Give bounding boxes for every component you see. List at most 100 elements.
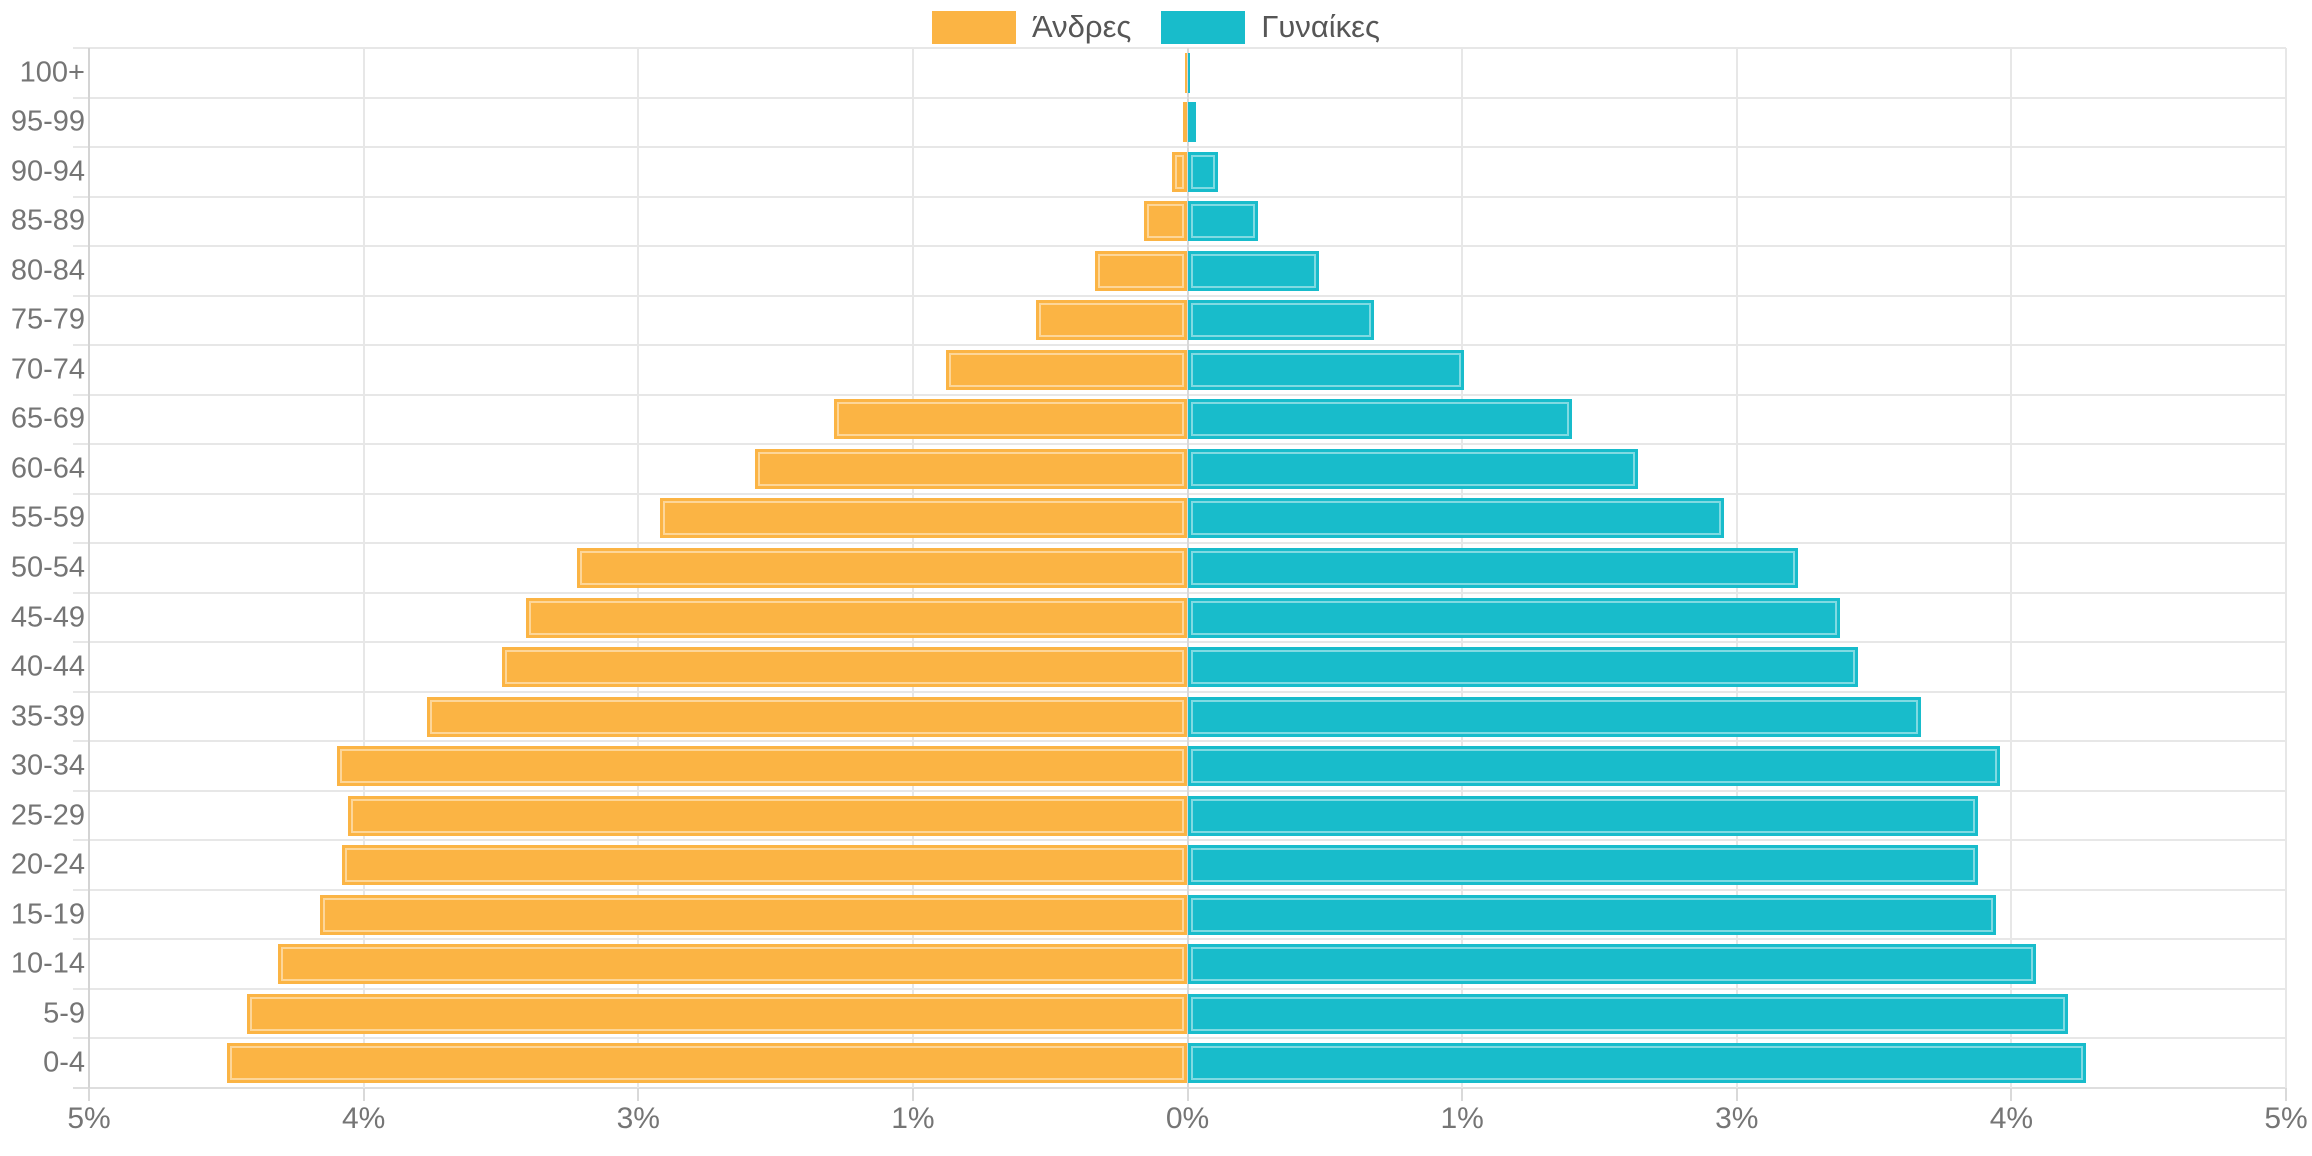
age-group-label: 25-29 — [10, 799, 85, 832]
women-bar-65-69[interactable] — [1187, 399, 1572, 440]
age-group-label: 5-9 — [43, 997, 85, 1030]
women-bar-0-4[interactable] — [1187, 1043, 2087, 1084]
women-bar-90-94[interactable] — [1187, 151, 1219, 192]
women-bar-15-19[interactable] — [1187, 894, 1996, 935]
bar-inner-highlight — [1190, 699, 1919, 734]
bar-inner-highlight — [757, 451, 1185, 486]
age-group-label: 75-79 — [10, 303, 85, 336]
bar-inner-highlight — [1146, 204, 1185, 239]
bar-inner-highlight — [1190, 402, 1569, 437]
horizontal-gridline — [73, 938, 2286, 941]
bar-inner-highlight — [948, 352, 1185, 387]
men-bar-100+[interactable] — [1185, 52, 1188, 93]
age-group-label: 55-59 — [10, 501, 85, 534]
men-bar-50-54[interactable] — [576, 548, 1188, 588]
x-tick-label: 4% — [341, 1102, 386, 1135]
bar-inner-highlight — [1190, 303, 1372, 338]
legend-item-women[interactable]: Γυναίκες — [1161, 9, 1380, 45]
horizontal-gridline — [73, 591, 2286, 594]
bar-inner-highlight — [1190, 650, 1855, 685]
vertical-gridline — [88, 48, 90, 1088]
men-bar-20-24[interactable] — [341, 845, 1188, 886]
men-bar-0-4[interactable] — [227, 1043, 1188, 1084]
age-group-label: 95-99 — [10, 105, 85, 138]
men-bar-65-69[interactable] — [833, 399, 1188, 440]
x-tick-label: 3% — [1715, 1102, 1759, 1135]
vertical-gridline — [2010, 48, 2013, 1088]
x-axis-tick — [362, 1088, 365, 1101]
men-bar-40-44[interactable] — [502, 647, 1188, 688]
horizontal-gridline — [73, 690, 2286, 693]
x-axis-tick — [1461, 1088, 1464, 1101]
x-tick-label: 1% — [891, 1102, 935, 1135]
horizontal-gridline — [73, 987, 2286, 990]
women-bar-60-64[interactable] — [1187, 448, 1638, 489]
women-bar-20-24[interactable] — [1187, 845, 1979, 886]
bar-inner-highlight — [579, 551, 1185, 585]
women-bar-35-39[interactable] — [1187, 696, 1922, 737]
bar-inner-highlight — [1190, 897, 1993, 932]
men-bar-90-94[interactable] — [1172, 151, 1188, 192]
women-bar-45-49[interactable] — [1187, 597, 1840, 638]
bar-inner-highlight — [340, 749, 1185, 784]
horizontal-gridline — [73, 294, 2286, 297]
women-bar-85-89[interactable] — [1187, 201, 1258, 242]
legend-item-men[interactable]: Άνδρες — [932, 9, 1131, 45]
bar-inner-highlight — [1190, 352, 1462, 387]
women-bar-30-34[interactable] — [1187, 746, 2001, 787]
bar-inner-highlight — [230, 1046, 1185, 1081]
men-bar-70-74[interactable] — [945, 349, 1188, 390]
women-bar-100+[interactable] — [1187, 52, 1190, 93]
men-bar-30-34[interactable] — [337, 746, 1188, 787]
men-bar-80-84[interactable] — [1095, 250, 1188, 291]
x-axis-tick — [2285, 1088, 2287, 1101]
women-bar-25-29[interactable] — [1187, 795, 1979, 836]
age-group-label: 70-74 — [10, 353, 85, 386]
women-bar-80-84[interactable] — [1187, 250, 1320, 291]
horizontal-gridline — [73, 839, 2286, 842]
bar-inner-highlight — [836, 402, 1185, 437]
bar-inner-highlight — [322, 897, 1185, 932]
women-bar-95-99[interactable] — [1187, 102, 1197, 143]
women-bar-5-9[interactable] — [1187, 993, 2069, 1034]
women-bar-10-14[interactable] — [1187, 944, 2036, 985]
age-group-label: 80-84 — [10, 254, 85, 287]
horizontal-gridline — [73, 47, 2286, 49]
bar-inner-highlight — [1190, 798, 1976, 833]
women-bar-50-54[interactable] — [1187, 548, 1799, 588]
men-bar-10-14[interactable] — [277, 944, 1188, 985]
men-bar-60-64[interactable] — [754, 448, 1188, 489]
age-group-label: 85-89 — [10, 204, 85, 237]
men-bar-35-39[interactable] — [427, 696, 1188, 737]
women-color-swatch-icon — [1161, 10, 1246, 44]
age-group-label: 45-49 — [10, 601, 85, 634]
men-bar-45-49[interactable] — [526, 597, 1188, 638]
women-bar-55-59[interactable] — [1187, 498, 1724, 539]
horizontal-gridline — [73, 1037, 2286, 1040]
women-bar-40-44[interactable] — [1187, 647, 1858, 688]
bar-inner-highlight — [505, 650, 1185, 685]
x-tick-label: 5% — [2264, 1102, 2308, 1135]
bar-inner-highlight — [1190, 848, 1976, 883]
men-bar-5-9[interactable] — [247, 993, 1188, 1034]
horizontal-gridline — [73, 641, 2286, 644]
men-bar-85-89[interactable] — [1143, 201, 1188, 242]
men-bar-55-59[interactable] — [660, 498, 1188, 539]
men-bar-75-79[interactable] — [1035, 300, 1188, 341]
men-bar-15-19[interactable] — [319, 894, 1188, 935]
horizontal-gridline — [73, 1087, 2286, 1089]
men-bar-95-99[interactable] — [1183, 102, 1188, 143]
age-group-label: 100+ — [19, 56, 85, 89]
bar-inner-highlight — [1190, 204, 1255, 239]
x-tick-label: 3% — [616, 1102, 660, 1135]
bar-inner-highlight — [1190, 749, 1998, 784]
women-bar-70-74[interactable] — [1187, 349, 1465, 390]
bar-inner-highlight — [1190, 154, 1216, 189]
x-tick-label: 0% — [1165, 1102, 1210, 1135]
women-bar-75-79[interactable] — [1187, 300, 1375, 341]
men-bar-25-29[interactable] — [348, 795, 1188, 836]
x-tick-label: 1% — [1440, 1102, 1484, 1135]
age-group-label: 0-4 — [43, 1046, 85, 1079]
horizontal-gridline — [73, 393, 2286, 396]
